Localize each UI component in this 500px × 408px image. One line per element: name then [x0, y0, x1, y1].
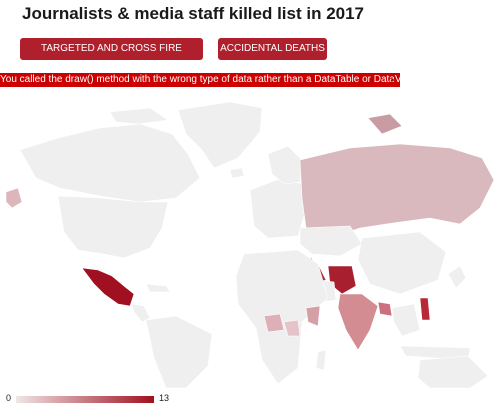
- map-iceland: [229, 167, 245, 179]
- legend-max-label: 13: [159, 393, 170, 403]
- map-central-africa: [283, 319, 301, 337]
- legend-min-label: 0: [6, 393, 12, 403]
- map-caribbean: [145, 283, 171, 293]
- targeted-killings-button[interactable]: TARGETED AND CROSS FIRE KILLINGS: [20, 38, 203, 76]
- map-canada: [19, 123, 201, 203]
- error-message: You called the draw() method with the wr…: [0, 74, 400, 85]
- map-bangladesh: [377, 301, 393, 317]
- map-japan: [447, 265, 467, 289]
- map-central-asia: [299, 225, 363, 257]
- map-india: [337, 293, 379, 351]
- map-somalia: [305, 305, 321, 327]
- world-map[interactable]: [0, 98, 500, 389]
- map-africa: [235, 249, 329, 385]
- map-europe: [249, 177, 307, 239]
- map-russia-islands: [367, 113, 403, 135]
- map-madagascar: [315, 349, 327, 371]
- map-arctic-islands: [109, 107, 169, 125]
- map-south-america: [145, 315, 213, 389]
- map-australia: [417, 355, 489, 389]
- map-alaska-tip: [5, 187, 23, 209]
- map-afghanistan: [327, 265, 357, 295]
- map-se-asia: [391, 303, 421, 337]
- map-west-africa: [263, 313, 285, 333]
- map-greenland: [177, 101, 263, 169]
- page-title: Journalists & media staff killed list in…: [22, 4, 365, 23]
- map-mexico: [81, 267, 135, 307]
- legend-color-scale: [16, 396, 154, 403]
- accidental-deaths-button[interactable]: ACCIDENTAL DEATHS: [218, 38, 327, 60]
- error-banner: You called the draw() method with the wr…: [0, 73, 400, 87]
- close-icon[interactable]: ×: [390, 75, 396, 85]
- map-central-america: [131, 303, 151, 323]
- map-scandinavia: [267, 145, 303, 185]
- map-philippines: [419, 297, 431, 321]
- map-usa: [57, 195, 169, 259]
- map-russia: [299, 143, 495, 239]
- map-china: [357, 231, 447, 295]
- world-map-svg: [5, 101, 495, 389]
